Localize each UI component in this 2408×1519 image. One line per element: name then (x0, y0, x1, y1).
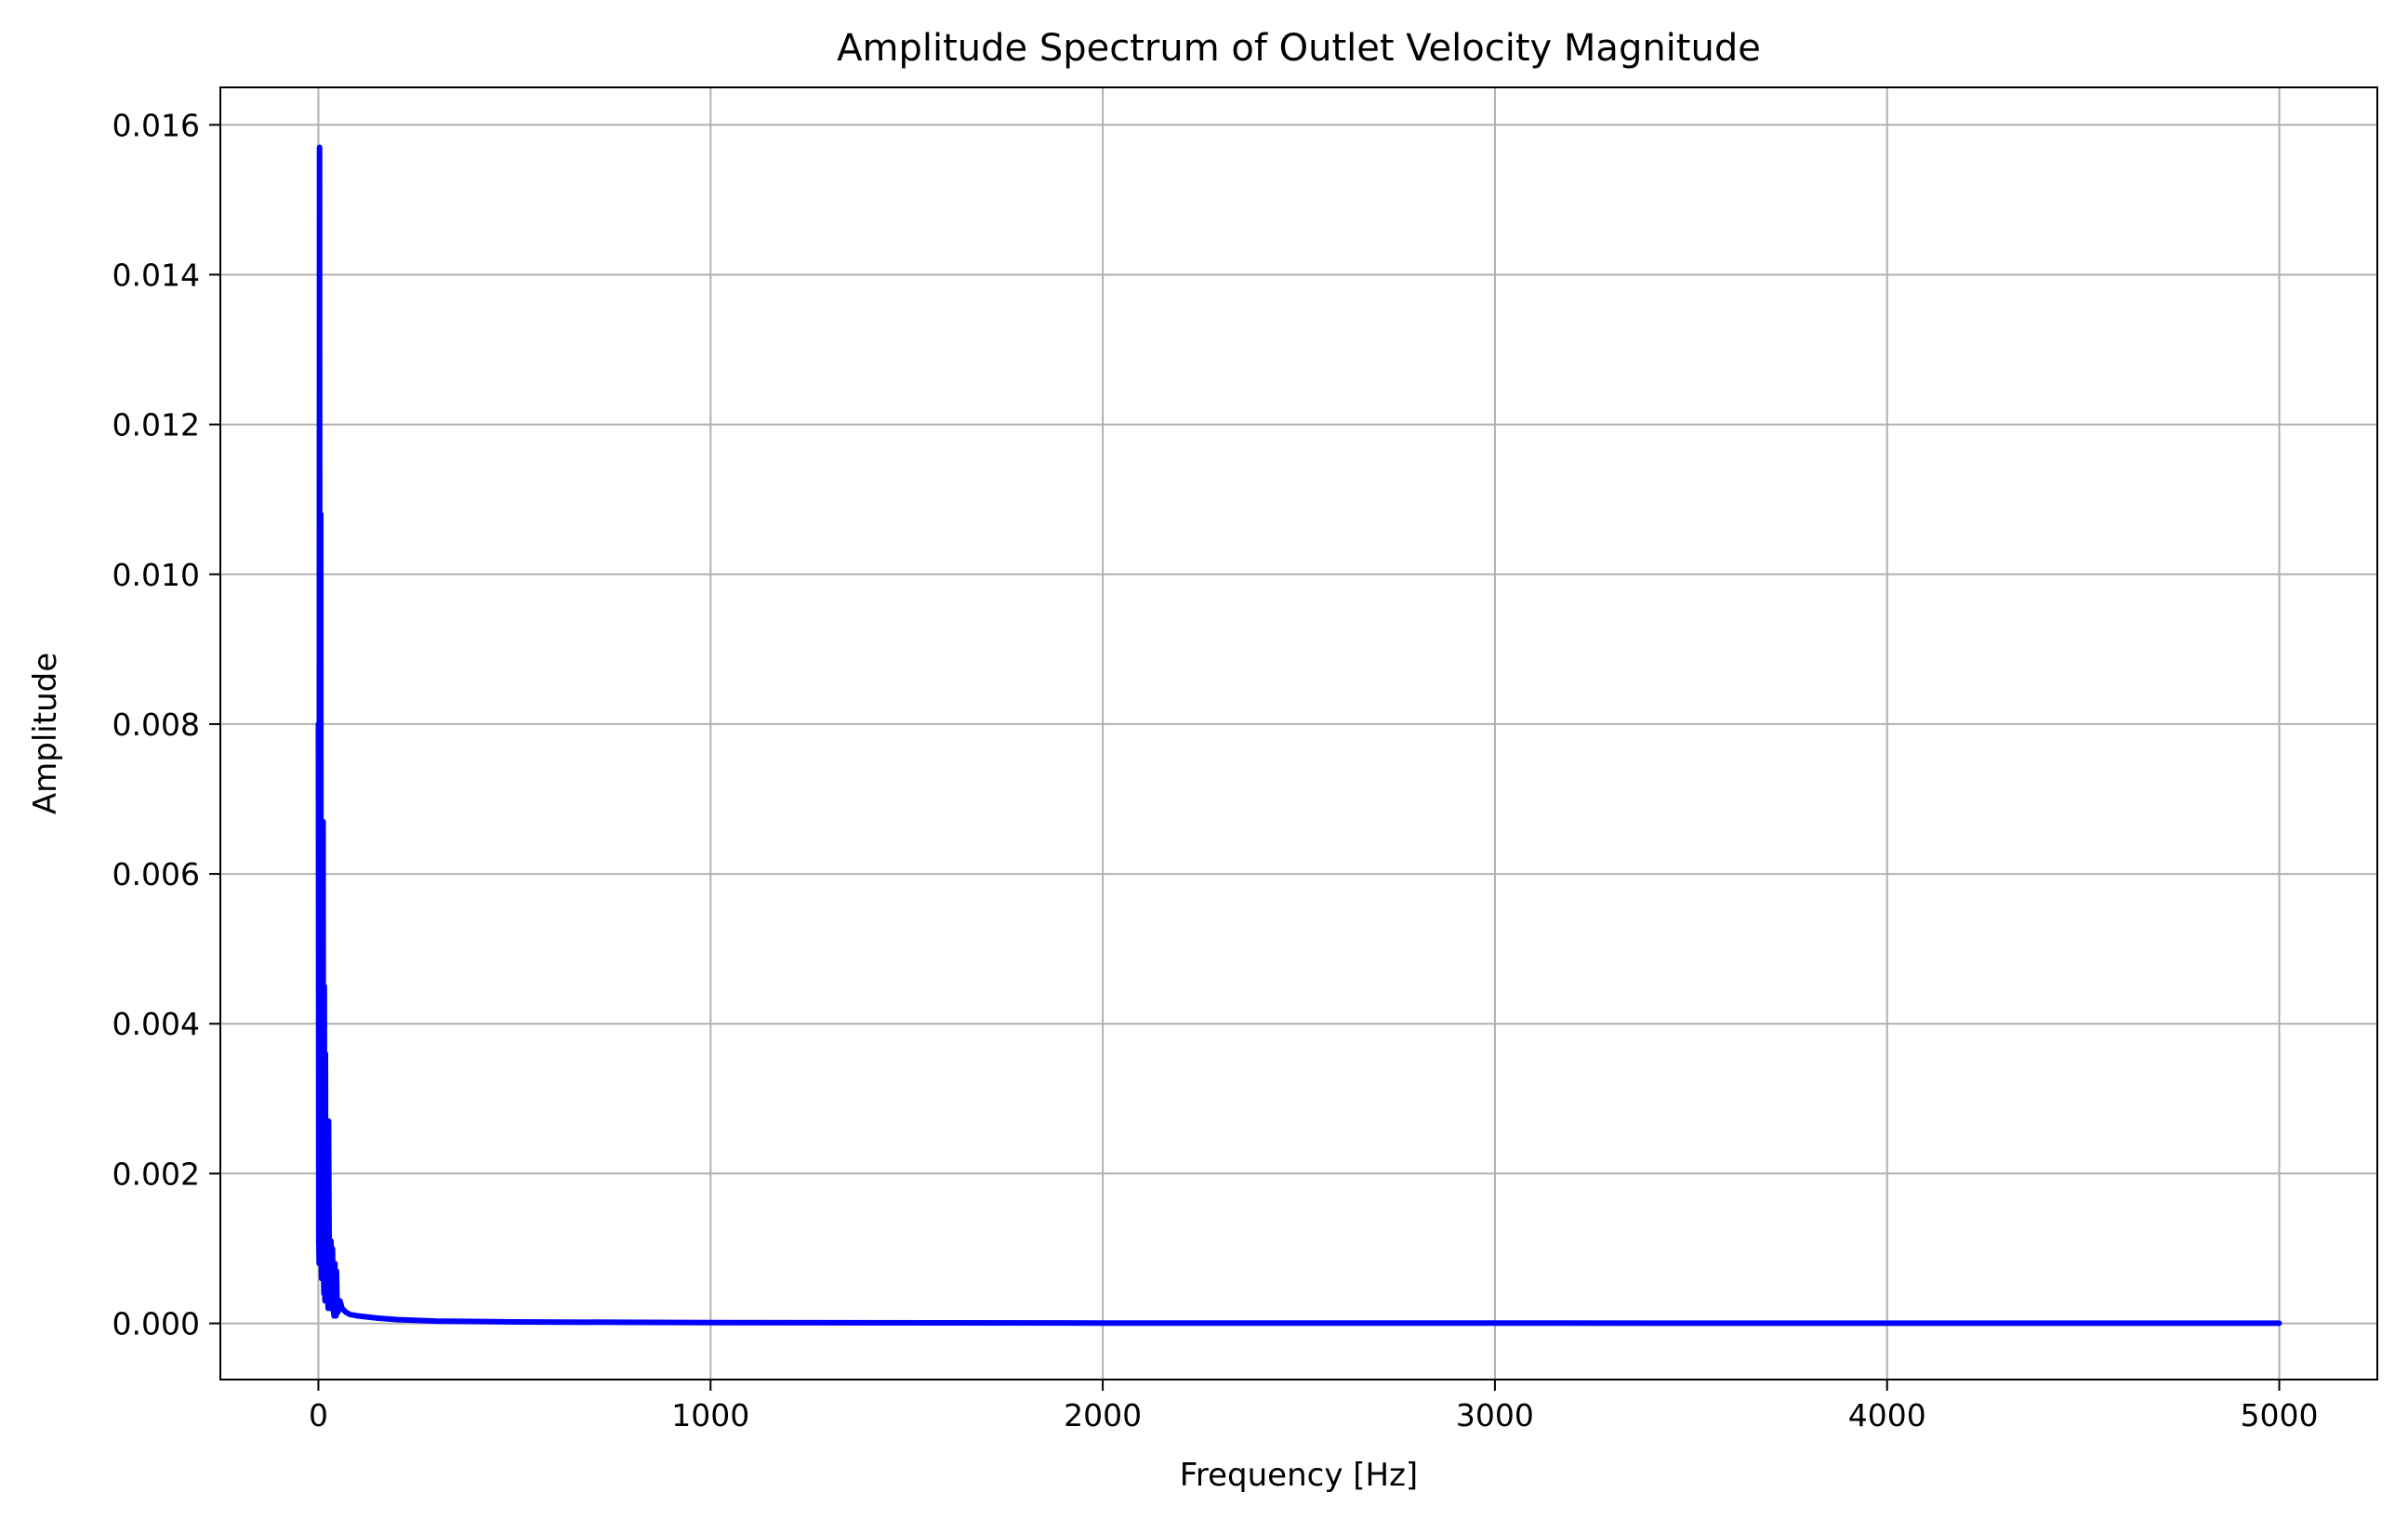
x-tick-label: 4000 (1848, 1397, 1926, 1433)
grid-lines (220, 87, 2377, 1380)
y-tick-label: 0.000 (112, 1306, 200, 1342)
y-tick-label: 0.006 (112, 856, 200, 892)
x-tick-label: 2000 (1064, 1397, 1142, 1433)
x-tick-label: 3000 (1456, 1397, 1534, 1433)
chart-title: Amplitude Spectrum of Outlet Velocity Ma… (837, 27, 1761, 70)
y-axis-label: Amplitude (27, 653, 64, 814)
spectrum-line (315, 144, 2282, 1327)
x-axis-ticks: 0 1000 2000 3000 4000 5000 (309, 1380, 2319, 1433)
x-tick-label: 0 (309, 1397, 328, 1433)
x-tick-label: 5000 (2241, 1397, 2319, 1433)
axes-frame (219, 86, 2378, 1380)
plot-area (315, 144, 2282, 1327)
y-tick-label: 0.014 (112, 257, 200, 293)
x-tick-label: 1000 (671, 1397, 749, 1433)
y-tick-label: 0.008 (112, 707, 200, 743)
x-axis-label: Frequency [Hz] (1180, 1457, 1418, 1494)
y-tick-label: 0.002 (112, 1156, 200, 1192)
y-tick-label: 0.010 (112, 557, 200, 593)
y-tick-label: 0.012 (112, 407, 200, 443)
y-axis-ticks: 0.000 0.002 0.004 0.006 0.008 0.010 0.012 0.014… (112, 107, 220, 1342)
y-tick-label: 0.004 (112, 1006, 200, 1042)
y-tick-label: 0.016 (112, 107, 200, 143)
